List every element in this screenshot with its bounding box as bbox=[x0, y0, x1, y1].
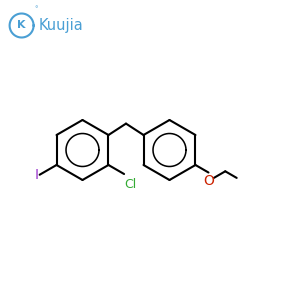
Text: O: O bbox=[203, 174, 214, 188]
Text: K: K bbox=[17, 20, 26, 31]
Text: Cl: Cl bbox=[125, 178, 137, 190]
Text: °: ° bbox=[35, 6, 38, 12]
Text: Kuujia: Kuujia bbox=[38, 18, 83, 33]
Text: I: I bbox=[34, 168, 38, 182]
